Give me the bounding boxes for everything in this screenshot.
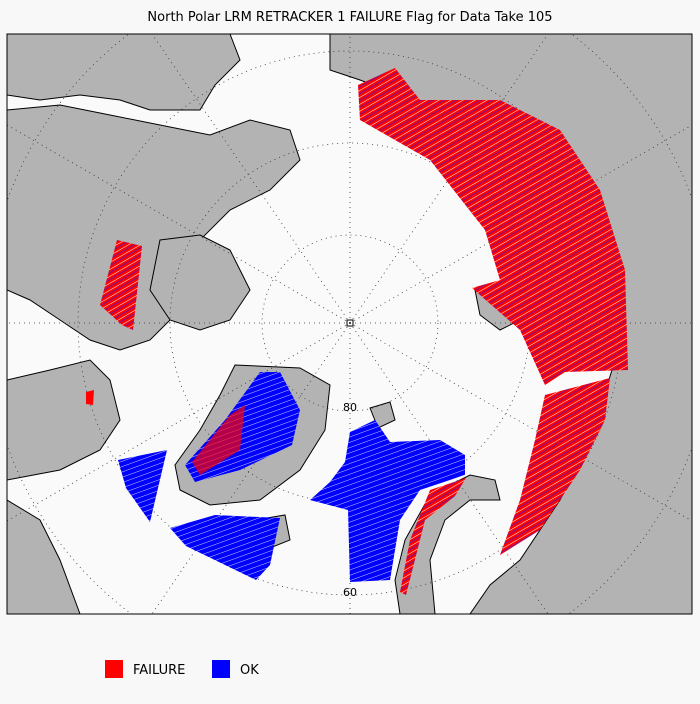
failure-swath [358,68,628,385]
failure-swath [192,405,245,475]
failure-swath [400,478,466,595]
failure-swath [100,240,142,330]
latitude-label: 80 [343,401,357,414]
map: 80 60 [7,34,692,614]
land-labrador [7,359,121,481]
map-title: North Polar LRM RETRACKER 1 FAILURE Flag… [147,10,552,25]
legend-swatch [212,660,230,678]
land-alaska [7,34,241,111]
legend-label: OK [240,663,259,678]
latitude-label: 60 [343,586,357,599]
land-europe-west [7,499,81,614]
land-archipelago [149,234,251,331]
failure-swath [500,378,610,555]
map-frame [6,33,693,615]
ok-swath [170,515,280,580]
failure-swath [86,390,94,405]
ok-swath [118,450,167,522]
land-scandinavia [394,474,501,614]
legend-swatch [105,660,123,678]
legend-label: FAILURE [133,663,185,678]
legend: FAILURE OK [105,660,259,678]
ok-swath [310,420,465,582]
